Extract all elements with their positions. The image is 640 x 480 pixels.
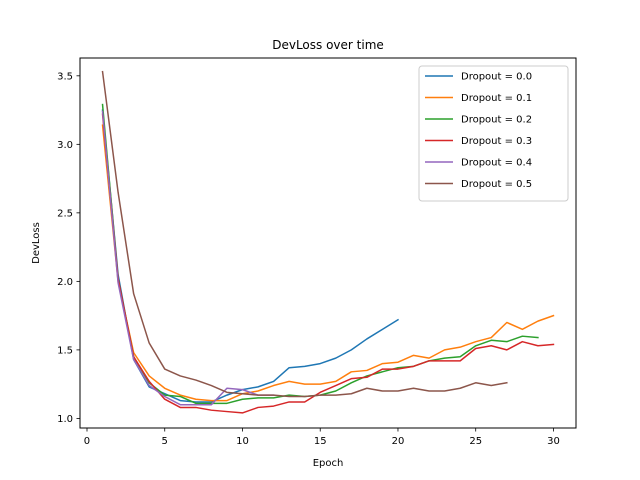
legend-label-0: Dropout = 0.0 bbox=[461, 72, 532, 83]
y-tick-label: 1.0 bbox=[57, 414, 73, 425]
y-tick-label: 3.5 bbox=[57, 71, 73, 82]
x-tick-label: 15 bbox=[314, 436, 327, 447]
legend-box bbox=[418, 65, 569, 202]
y-tick-label: 3.0 bbox=[57, 140, 73, 151]
series-line-4 bbox=[101, 110, 275, 406]
y-axis: 1.0 1.5 2.0 2.5 3.0 3.5 bbox=[57, 71, 80, 425]
legend-label-4: Dropout = 0.4 bbox=[461, 158, 532, 169]
y-axis-label: DevLoss bbox=[31, 222, 42, 264]
legend-label-2: Dropout = 0.2 bbox=[461, 115, 532, 126]
series-line-3 bbox=[101, 113, 555, 414]
x-tick-label: 20 bbox=[392, 436, 405, 447]
legend-label-1: Dropout = 0.1 bbox=[461, 93, 532, 104]
x-tick-label: 30 bbox=[547, 436, 560, 447]
plot-area bbox=[101, 70, 555, 414]
legend-label-3: Dropout = 0.3 bbox=[461, 136, 532, 147]
chart-title: DevLoss over time bbox=[272, 38, 384, 52]
y-tick-label: 1.5 bbox=[57, 345, 73, 356]
x-tick-label: 0 bbox=[84, 436, 90, 447]
series-line-1 bbox=[101, 124, 555, 402]
y-tick-label: 2.5 bbox=[57, 208, 73, 219]
x-tick-label: 5 bbox=[162, 436, 168, 447]
legend: Dropout = 0.0 Dropout = 0.1 Dropout = 0.2 D… bbox=[418, 65, 569, 202]
y-tick-label: 2.0 bbox=[57, 277, 73, 288]
x-axis: 0 5 10 15 20 25 30 bbox=[84, 428, 560, 447]
x-axis-label: Epoch bbox=[313, 458, 344, 469]
x-tick-label: 10 bbox=[236, 436, 249, 447]
plot-frame bbox=[79, 57, 577, 429]
series-line-5 bbox=[101, 70, 508, 398]
x-tick-label: 25 bbox=[469, 436, 482, 447]
legend-label-5: Dropout = 0.5 bbox=[461, 179, 532, 190]
